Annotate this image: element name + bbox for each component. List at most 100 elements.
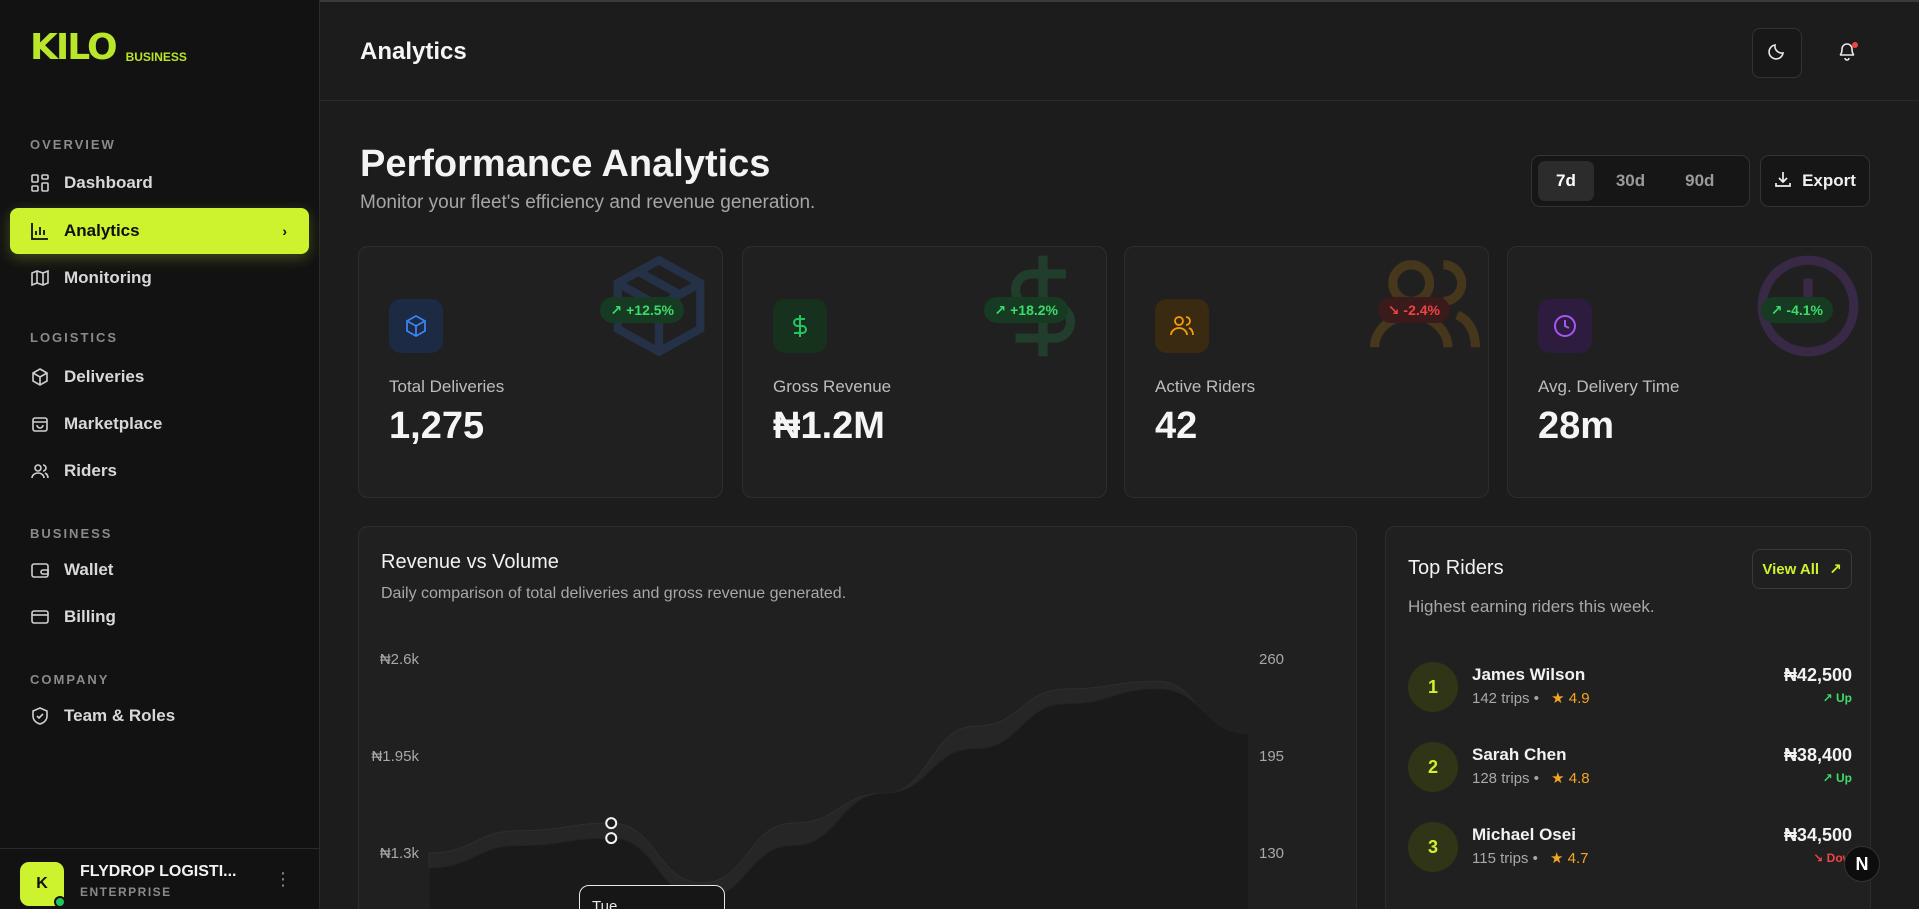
rider-amount: ₦42,500 — [1783, 665, 1852, 685]
more-vertical-icon[interactable]: ⋮ — [274, 869, 292, 889]
trend-value: +18.2% — [1010, 302, 1058, 318]
rider-meta: 115 trips • ★ 4.7 — [1472, 850, 1589, 867]
trend-down-icon: ↘ — [1387, 301, 1400, 318]
top-riders-card: Top Riders Highest earning riders this w… — [1385, 526, 1871, 909]
sidebar-item-dashboard[interactable]: Dashboard — [10, 160, 309, 206]
rider-row[interactable]: 1 James Wilson 142 trips • ★ 4.9 ₦42,500… — [1408, 657, 1852, 717]
rider-rank: 2 — [1408, 742, 1458, 792]
floating-action-button[interactable]: N — [1844, 846, 1880, 882]
org-switcher[interactable]: K FLYDROP LOGISTI... ENTERPRISE ⋮ — [0, 848, 320, 909]
top-bar: Analytics — [320, 0, 1919, 101]
rider-row[interactable]: 3 Michael Osei 115 trips • ★ 4.7 ₦34,500… — [1408, 817, 1852, 877]
highlight-point-right[interactable] — [605, 832, 618, 845]
wallet-icon — [30, 560, 50, 580]
card-icon — [30, 607, 50, 627]
package-icon — [30, 367, 50, 387]
riders-title: Top Riders — [1408, 557, 1504, 579]
rider-trend: ↗ Up — [1822, 691, 1852, 705]
stat-value: 28m — [1538, 405, 1615, 447]
sidebar-item-label: Marketplace — [64, 414, 163, 433]
logo-mark: KILO — [30, 27, 118, 68]
y-left-tick: ₦1.95k — [371, 748, 419, 765]
bell-icon — [1837, 41, 1857, 66]
stat-card-gross-revenue: ↗ +18.2% Gross Revenue ₦1.2M — [742, 246, 1107, 498]
rider-amount: ₦34,500 — [1783, 825, 1852, 845]
online-status-dot — [54, 896, 66, 908]
y-right-tick: 260 — [1259, 651, 1284, 668]
page-subtitle: Monitor your fleet's efficiency and reve… — [360, 192, 816, 213]
trend-up-icon: ↗ — [994, 301, 1007, 318]
sidebar-item-label: Dashboard — [64, 173, 153, 192]
org-name: FLYDROP LOGISTI... — [80, 863, 237, 880]
map-icon — [30, 268, 50, 288]
trend-up-icon: ↗ — [1770, 301, 1783, 318]
grid-icon — [30, 173, 50, 193]
trend-value: -4.1% — [1786, 302, 1823, 318]
theme-toggle-button[interactable] — [1752, 28, 1802, 78]
brand-logo[interactable]: KILO BUSINESS — [30, 30, 187, 66]
sidebar-item-wallet[interactable]: Wallet — [10, 547, 309, 593]
rider-rating: ★ 4.7 — [1550, 850, 1589, 867]
stat-label: Avg. Delivery Time — [1538, 377, 1680, 396]
users-icon — [30, 461, 50, 481]
range-option-90d[interactable]: 90d — [1685, 171, 1715, 190]
rider-trend-label: Up — [1836, 691, 1852, 705]
range-option-7d[interactable]: 7d — [1538, 161, 1594, 201]
stat-value: 42 — [1155, 405, 1198, 447]
sidebar-item-riders[interactable]: Riders — [10, 448, 309, 494]
tooltip-label: Tue — [592, 898, 618, 909]
stat-card-avg-delivery-time: ↗ -4.1% Avg. Delivery Time 28m — [1507, 246, 1872, 498]
stat-card-total-deliveries: ↗ +12.5% Total Deliveries 1,275 — [358, 246, 723, 498]
export-button[interactable]: Export — [1760, 155, 1870, 207]
stat-value: ₦1.2M — [773, 405, 885, 447]
sidebar-item-label: Deliveries — [64, 367, 145, 386]
sidebar: KILO BUSINESS OVERVIEW Dashboard Analyti… — [0, 0, 320, 909]
sidebar-item-label: Riders — [64, 461, 117, 480]
sidebar-item-billing[interactable]: Billing — [10, 594, 309, 640]
package-icon — [389, 299, 443, 353]
section-logistics: LOGISTICS — [30, 330, 119, 345]
trend-up-icon: ↗ — [610, 301, 623, 318]
chart-tooltip: Tue — [579, 885, 725, 909]
bar-chart-icon — [30, 221, 50, 241]
rider-amount: ₦38,400 — [1783, 745, 1852, 765]
stat-label: Gross Revenue — [773, 377, 892, 396]
sidebar-item-label: Team & Roles — [64, 706, 176, 725]
view-all-label: View All — [1762, 560, 1820, 578]
page-title: Performance Analytics — [360, 143, 771, 185]
chart-subtitle: Daily comparison of total deliveries and… — [381, 585, 847, 602]
view-all-button[interactable]: View All ↗ — [1752, 549, 1852, 589]
trend-badge: ↗ -4.1% — [1760, 297, 1833, 323]
trend-badge: ↗ +18.2% — [984, 297, 1068, 323]
notification-badge — [1852, 42, 1858, 48]
rider-name: Michael Osei — [1472, 825, 1576, 844]
sidebar-item-label: Wallet — [64, 560, 114, 579]
notifications-button[interactable] — [1822, 28, 1872, 78]
rider-trips: 142 trips — [1472, 690, 1530, 707]
y-right-tick: 195 — [1259, 748, 1284, 765]
sidebar-item-monitoring[interactable]: Monitoring — [10, 255, 309, 301]
section-company: COMPANY — [30, 672, 110, 687]
download-icon — [1774, 170, 1792, 193]
stat-label: Total Deliveries — [389, 377, 505, 396]
rider-row[interactable]: 2 Sarah Chen 128 trips • ★ 4.8 ₦38,400 ↗… — [1408, 737, 1852, 797]
chart-title: Revenue vs Volume — [381, 551, 559, 573]
sidebar-item-marketplace[interactable]: Marketplace — [10, 401, 309, 447]
rider-meta: 142 trips • ★ 4.9 — [1472, 690, 1590, 707]
rider-trips: 115 trips — [1472, 850, 1529, 867]
clock-icon — [1538, 299, 1592, 353]
org-plan: ENTERPRISE — [80, 885, 172, 899]
stat-value: 1,275 — [389, 405, 485, 447]
sidebar-item-team-roles[interactable]: Team & Roles — [10, 693, 309, 739]
highlight-point-left[interactable] — [605, 817, 618, 830]
chart-plot[interactable]: ₦2.6k ₦1.95k ₦1.3k 260 195 130 — [359, 527, 1357, 909]
series-area-right — [428, 688, 1250, 909]
range-option-30d[interactable]: 30d — [1615, 171, 1646, 190]
rider-rank: 3 — [1408, 822, 1458, 872]
sidebar-item-deliveries[interactable]: Deliveries — [10, 354, 309, 400]
sidebar-item-label: Billing — [64, 607, 116, 626]
rider-meta: 128 trips • ★ 4.8 — [1472, 770, 1590, 787]
sidebar-item-analytics[interactable]: Analytics › — [10, 208, 309, 254]
stat-card-active-riders: ↘ -2.4% Active Riders 42 — [1124, 246, 1489, 498]
trend-badge: ↘ -2.4% — [1377, 297, 1450, 323]
